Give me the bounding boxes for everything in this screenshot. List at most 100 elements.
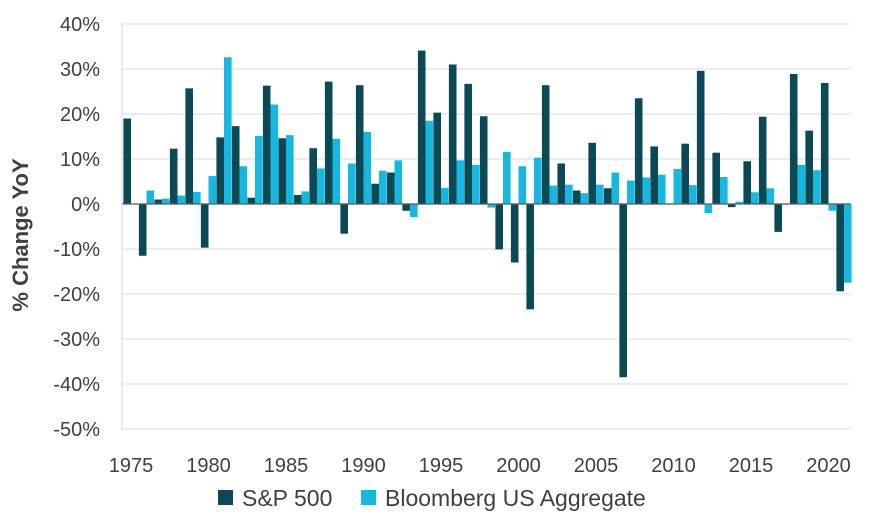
y-axis-label: % Change YoY [8, 158, 33, 312]
bar-sp500 [696, 70, 705, 204]
bar-sp500 [247, 197, 255, 204]
bar-bloomberg-agg [813, 170, 821, 204]
bar-bloomberg-agg [162, 198, 170, 204]
y-tick-label: 10% [60, 149, 100, 171]
bar-bloomberg-agg [239, 166, 248, 204]
y-tick-label: 20% [60, 104, 100, 126]
bar-sp500 [309, 148, 317, 204]
bar-bloomberg-agg [146, 190, 155, 204]
bar-bloomberg-agg [332, 138, 341, 204]
bar-sp500 [154, 199, 162, 204]
bar-bloomberg-agg [487, 204, 496, 208]
bar-bloomberg-agg [565, 184, 573, 204]
x-tick-label: 2000 [496, 455, 541, 477]
bar-bloomberg-agg [627, 180, 635, 204]
y-tick-label: 40% [60, 14, 100, 36]
bar-sp500 [231, 126, 240, 204]
bar-bloomberg-agg [503, 151, 511, 204]
bar-sp500 [371, 183, 379, 204]
bar-sp500 [619, 204, 627, 378]
x-tick-label: 1985 [264, 455, 309, 477]
y-axis-ticks: 40% 30% 20% 10% 0% -10% -20% -30% -40% -50% [53, 14, 100, 441]
bar-sp500 [293, 195, 302, 204]
bar-sp500 [650, 146, 658, 204]
bar-bloomberg-agg [658, 174, 666, 204]
bar-bloomberg-agg [317, 168, 325, 204]
bar-bloomberg-agg [673, 168, 682, 204]
bar-bloomberg-agg [425, 120, 434, 204]
bar-bloomberg-agg [642, 177, 651, 204]
bar-sp500 [774, 204, 782, 232]
bar-bloomberg-agg [177, 195, 186, 204]
x-tick-label: 2010 [651, 455, 696, 477]
x-tick-label: 2020 [806, 455, 851, 477]
x-tick-label: 1995 [419, 455, 464, 477]
bar-bloomberg-agg [596, 184, 604, 204]
bar-bloomberg-agg [689, 185, 697, 204]
bar-bloomberg-agg [611, 172, 620, 204]
y-tick-label: -50% [53, 419, 100, 441]
bar-bloomberg-agg [301, 191, 310, 204]
bar-sp500 [727, 204, 736, 208]
bar-sp500 [340, 204, 348, 234]
bar-sp500 [200, 204, 209, 248]
y-tick-label: 0% [71, 194, 100, 216]
bar-bloomberg-agg [797, 164, 806, 204]
x-tick-label: 1980 [186, 455, 231, 477]
bar-sp500 [433, 112, 441, 204]
bar-sp500 [386, 172, 395, 204]
bar-sp500 [526, 204, 534, 310]
bar-bloomberg-agg [704, 204, 713, 213]
bar-sp500 [216, 137, 224, 204]
bar-bloomberg-agg [270, 104, 279, 204]
bar-sp500 [743, 161, 751, 204]
y-tick-label: -20% [53, 284, 100, 306]
bar-sp500 [712, 152, 720, 204]
bar-bloomberg-agg [518, 166, 527, 204]
bar-bloomberg-agg [766, 188, 775, 204]
bar-sp500 [572, 190, 581, 204]
bars [123, 50, 852, 378]
bar-bloomberg-agg [534, 157, 542, 204]
bar-bloomberg-agg [828, 204, 837, 211]
bar-sp500 [417, 50, 426, 204]
bar-sp500 [355, 85, 364, 204]
bar-bloomberg-agg [363, 132, 372, 204]
bar-sp500 [510, 204, 519, 263]
legend-swatch [218, 490, 233, 505]
bar-bloomberg-agg [394, 160, 403, 204]
legend-label: S&P 500 [242, 485, 332, 511]
bar-sp500 [479, 116, 488, 204]
bar-bloomberg-agg [224, 57, 232, 204]
legend: S&P 500 Bloomberg US Aggregate [218, 485, 646, 511]
bar-sp500 [634, 98, 643, 204]
y-tick-label: -30% [53, 329, 100, 351]
bar-sp500 [836, 204, 844, 292]
bar-bloomberg-agg [720, 177, 728, 204]
bar-sp500 [805, 130, 813, 204]
x-tick-label: 1990 [341, 455, 386, 477]
bar-bloomberg-agg [379, 170, 387, 204]
bar-sp500 [402, 204, 410, 211]
y-tick-label: 30% [60, 59, 100, 81]
legend-swatch [361, 490, 376, 505]
bar-bloomberg-agg [286, 135, 294, 204]
bar-sp500 [138, 204, 147, 256]
x-tick-label: 1975 [109, 455, 154, 477]
bar-bloomberg-agg [549, 185, 558, 204]
bar-sp500 [789, 73, 798, 204]
legend-label: Bloomberg US Aggregate [385, 485, 646, 511]
bar-bloomberg-agg [410, 204, 418, 218]
bar-sp500 [123, 118, 131, 204]
bar-sp500 [588, 142, 596, 204]
bar-sp500 [324, 81, 333, 204]
bar-sp500 [464, 83, 472, 204]
bar-bloomberg-agg [348, 163, 356, 204]
y-tick-label: -40% [53, 374, 100, 396]
bar-sp500 [681, 143, 689, 204]
bar-sp500 [820, 82, 829, 204]
bar-bloomberg-agg [456, 160, 465, 204]
bar-bloomberg-agg [208, 176, 217, 204]
bar-sp500 [448, 64, 457, 204]
